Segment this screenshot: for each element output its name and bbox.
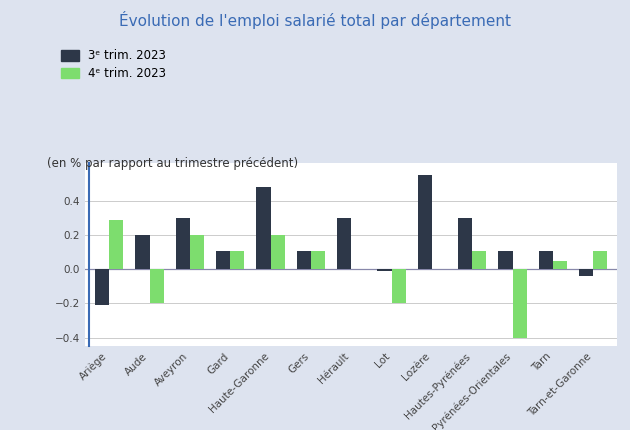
Text: Évolution de l'emploi salarié total par département: Évolution de l'emploi salarié total par … (119, 11, 511, 29)
Bar (337, 218, 352, 269)
Legend: 3ᵉ trim. 2023, 4ᵉ trim. 2023: 3ᵉ trim. 2023, 4ᵉ trim. 2023 (56, 45, 171, 85)
Bar (498, 251, 513, 269)
Bar (297, 251, 311, 269)
Bar (109, 220, 123, 269)
Bar (216, 251, 230, 269)
Bar (539, 251, 553, 269)
Bar (377, 269, 392, 271)
Bar (176, 218, 190, 269)
Bar (95, 269, 109, 305)
Bar (472, 251, 486, 269)
Bar (392, 269, 406, 304)
Bar (513, 269, 527, 338)
Bar (311, 251, 325, 269)
Bar (149, 269, 164, 304)
Bar (270, 235, 285, 269)
Bar (458, 218, 472, 269)
Bar (418, 175, 432, 269)
Bar (230, 251, 244, 269)
Bar (256, 187, 270, 269)
Text: (en % par rapport au trimestre précédent): (en % par rapport au trimestre précédent… (47, 157, 299, 170)
Bar (579, 269, 593, 276)
Bar (553, 261, 567, 269)
Bar (135, 235, 149, 269)
Bar (190, 235, 204, 269)
Bar (593, 251, 607, 269)
